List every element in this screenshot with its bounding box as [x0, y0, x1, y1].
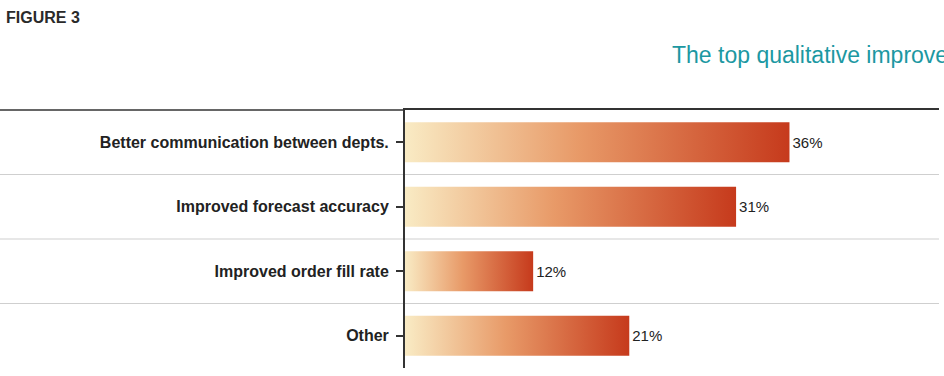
svg-text:The top qualitative improvemen: The top qualitative improvements that ha… [672, 42, 944, 68]
svg-text:12%: 12% [536, 263, 566, 280]
svg-text:Improved forecast accuracy: Improved forecast accuracy [176, 198, 389, 215]
svg-text:FIGURE 3: FIGURE 3 [6, 9, 80, 26]
svg-text:36%: 36% [792, 134, 822, 151]
svg-text:Other: Other [346, 327, 389, 344]
svg-text:31%: 31% [739, 198, 769, 215]
svg-text:Better communication between d: Better communication between depts. [100, 134, 389, 151]
svg-text:21%: 21% [632, 327, 662, 344]
svg-text:Improved order fill rate: Improved order fill rate [215, 263, 389, 280]
